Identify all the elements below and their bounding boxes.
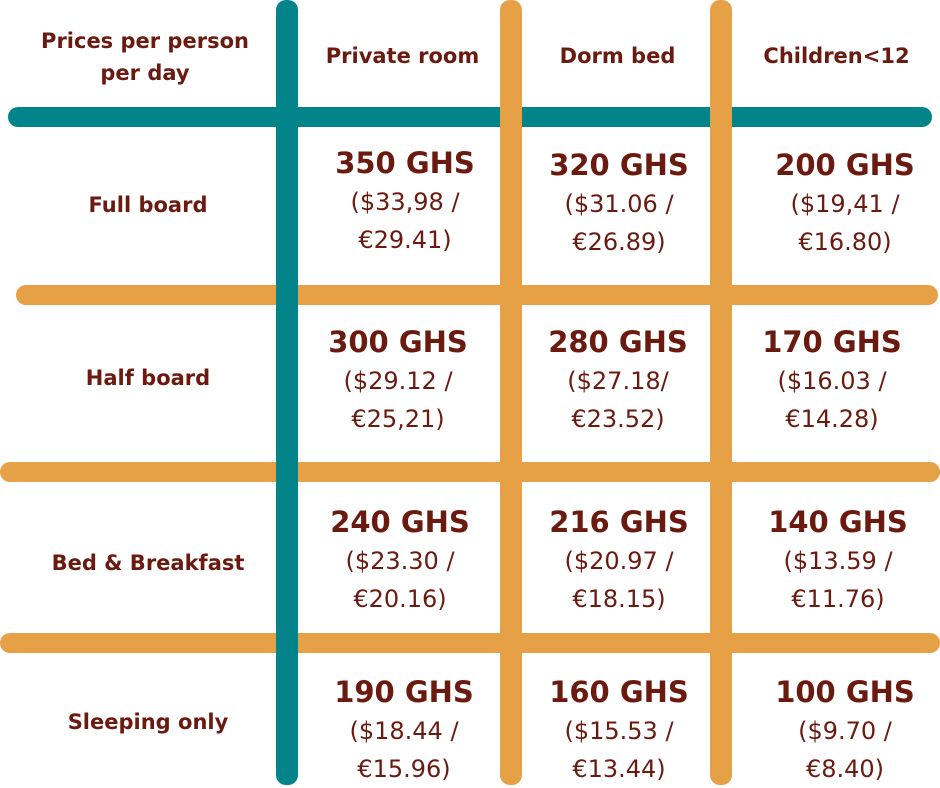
price-eur: €15.96) (357, 755, 451, 783)
price-cell: 320 GHS ($31.06 / €26.89) (510, 145, 728, 261)
price-usd: ($9.70 / (798, 717, 892, 745)
price-ghs: 190 GHS (334, 675, 474, 709)
price-usd: ($18.44 / (349, 717, 459, 745)
column-header-children: Children<12 (763, 44, 910, 68)
price-cell: 190 GHS ($18.44 / €15.96) (299, 672, 509, 788)
row-label-half-board: Half board (85, 366, 211, 390)
row-divider-line-1 (16, 285, 938, 305)
column-header-private-room: Private room (325, 44, 480, 68)
row-divider-line-2 (0, 462, 940, 482)
price-usd: ($29.12 / (343, 367, 453, 395)
price-cell: 140 GHS ($13.59 / €11.76) (733, 502, 940, 618)
price-cell: 160 GHS ($15.53 / €13.44) (514, 672, 724, 788)
corner-header-line1: Prices per person (41, 29, 249, 53)
price-eur: €8.40) (805, 755, 885, 783)
price-ghs: 320 GHS (549, 148, 689, 182)
price-cell: 170 GHS ($16.03 / €14.28) (728, 322, 936, 438)
price-ghs: 140 GHS (768, 505, 908, 539)
price-ghs: 280 GHS (548, 325, 688, 359)
price-cell: 240 GHS ($23.30 / €20.16) (295, 502, 505, 618)
price-usd: ($33,98 / (350, 188, 460, 216)
price-usd: ($19,41 / (790, 190, 900, 218)
price-eur: €26.89) (572, 228, 666, 256)
price-eur: €25,21) (351, 405, 445, 433)
row-label-sleeping-only: Sleeping only (67, 710, 229, 734)
header-divider-line (8, 107, 932, 127)
price-cell: 216 GHS ($20.97 / €18.15) (514, 502, 724, 618)
price-usd: ($23.30 / (345, 547, 455, 575)
price-cell: 200 GHS ($19,41 / €16.80) (740, 145, 940, 261)
price-usd: ($15.53 / (564, 717, 674, 745)
price-ghs: 350 GHS (335, 146, 475, 180)
price-eur: €18.15) (572, 585, 666, 613)
row-label-full-board: Full board (88, 193, 208, 217)
label-column-divider (276, 0, 298, 785)
price-ghs: 240 GHS (330, 505, 470, 539)
price-eur: €11.76) (791, 585, 885, 613)
price-ghs: 300 GHS (328, 325, 468, 359)
corner-header: Prices per person per day (0, 25, 290, 89)
price-usd: ($13.59 / (783, 547, 893, 575)
price-usd: ($31.06 / (564, 190, 674, 218)
price-ghs: 160 GHS (549, 675, 689, 709)
column-header-dorm-bed: Dorm bed (559, 44, 676, 68)
price-cell: 350 GHS ($33,98 / €29.41) (300, 143, 510, 259)
price-eur: €23.52) (571, 405, 665, 433)
price-cell: 280 GHS ($27.18/ €23.52) (513, 322, 723, 438)
price-eur: €13.44) (572, 755, 666, 783)
column-divider-1 (500, 0, 522, 785)
corner-header-line2: per day (100, 61, 190, 85)
price-cell: 300 GHS ($29.12 / €25,21) (293, 322, 503, 438)
price-ghs: 200 GHS (775, 148, 915, 182)
row-label-bed-breakfast: Bed & Breakfast (51, 551, 245, 575)
row-divider-line-3 (0, 633, 940, 653)
price-eur: €20.16) (353, 585, 447, 613)
price-eur: €14.28) (785, 405, 879, 433)
price-cell: 100 GHS ($9.70 / €8.40) (740, 672, 940, 788)
price-ghs: 100 GHS (775, 675, 915, 709)
price-ghs: 216 GHS (549, 505, 689, 539)
price-eur: €29.41) (358, 226, 452, 254)
price-usd: ($16.03 / (777, 367, 887, 395)
price-usd: ($27.18/ (567, 367, 669, 395)
price-usd: ($20.97 / (564, 547, 674, 575)
price-eur: €16.80) (798, 228, 892, 256)
price-ghs: 170 GHS (762, 325, 902, 359)
column-divider-2 (710, 0, 732, 785)
